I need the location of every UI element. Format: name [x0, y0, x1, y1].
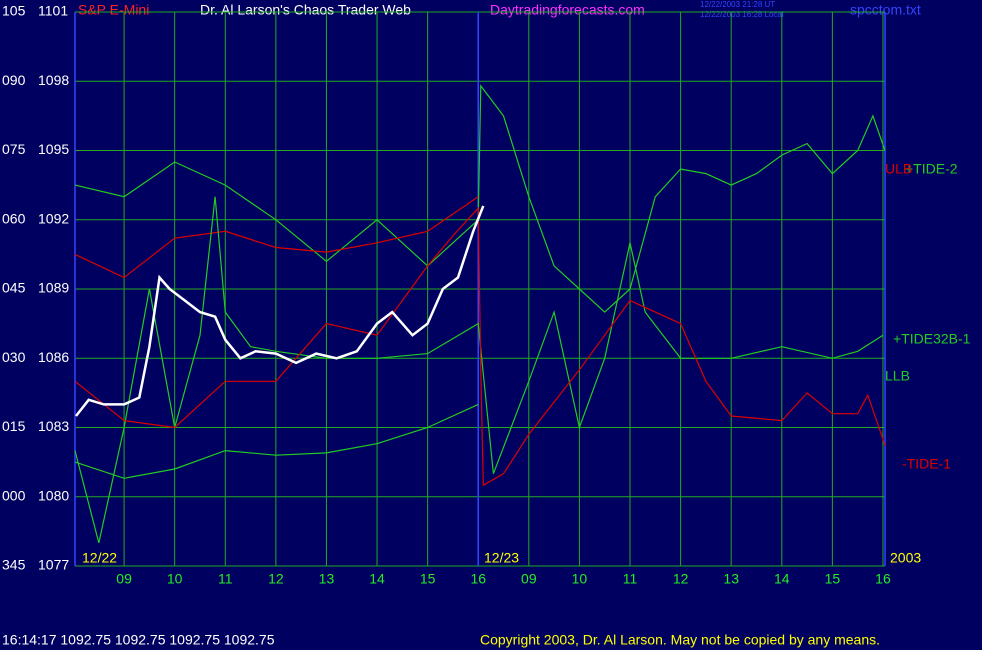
y-tick-label: 1089 — [38, 280, 69, 296]
y-tick-label: 1098 — [38, 72, 69, 88]
x-tick-label: 09 — [521, 571, 537, 587]
angle-label: 015 — [2, 418, 26, 434]
series-line — [74, 403, 479, 479]
y-tick-label: 1101 — [38, 3, 68, 19]
quote: 16:14:17 1092.75 1092.75 1092.75 1092.75 — [2, 632, 275, 648]
x-tick-label: 13 — [723, 571, 739, 587]
angle-label: 075 — [2, 141, 26, 157]
series-line — [75, 205, 485, 417]
day-label: 12/22 — [82, 550, 117, 566]
url: Daytradingforecasts.com — [490, 2, 645, 18]
y-tick-label: 1083 — [38, 418, 69, 434]
x-tick-label: 09 — [116, 571, 132, 587]
series-line — [74, 196, 479, 279]
x-tick-label: 12 — [673, 571, 689, 587]
series-label: +TIDE32B-1 — [893, 331, 971, 347]
series-label: +TIDE-2 — [905, 161, 958, 177]
x-tick-label: 15 — [420, 571, 436, 587]
angle-label: 045 — [2, 280, 26, 296]
y-tick-label: 1086 — [38, 349, 69, 365]
site-title: Dr. Al Larson's Chaos Trader Web — [200, 2, 411, 18]
x-tick-label: 10 — [167, 571, 183, 587]
day-label: 12/23 — [484, 550, 519, 566]
angle-label: 345 — [2, 557, 26, 573]
x-tick-label: 12 — [268, 571, 284, 587]
instrument: S&P E-Mini — [78, 2, 149, 18]
y-tick-label: 1095 — [38, 141, 69, 157]
x-tick-label: 16 — [470, 571, 486, 587]
angle-label: 090 — [2, 72, 26, 88]
x-tick-label: 11 — [218, 571, 233, 587]
y-tick-label: 1092 — [38, 210, 69, 226]
series-label: LLB — [885, 368, 910, 384]
x-tick-label: 16 — [875, 571, 891, 587]
angle-label: 060 — [2, 210, 26, 226]
series-label: -TIDE-1 — [902, 456, 951, 472]
x-tick-label: 15 — [825, 571, 841, 587]
day-label: 2003 — [890, 550, 921, 566]
x-tick-label: 13 — [319, 571, 335, 587]
copyright: Copyright 2003, Dr. Al Larson. May not b… — [480, 632, 880, 648]
y-tick-label: 1080 — [38, 487, 69, 503]
file-name: spcctom.txt — [850, 2, 921, 18]
angle-label: 105 — [2, 3, 26, 19]
angle-label: 030 — [2, 349, 26, 365]
x-tick-label: 10 — [572, 571, 588, 587]
series-label: ULB — [885, 161, 912, 177]
ut-time: 12/22/2003 21:28 UT — [700, 0, 775, 9]
y-tick-label: 1077 — [38, 557, 69, 573]
x-tick-label: 14 — [774, 571, 790, 587]
series-line — [74, 84, 886, 313]
series-line — [74, 196, 884, 544]
angle-label: 000 — [2, 487, 26, 503]
local-time: 12/22/2003 16:28 Local — [700, 10, 784, 19]
x-tick-label: 11 — [623, 571, 638, 587]
x-tick-label: 14 — [369, 571, 385, 587]
